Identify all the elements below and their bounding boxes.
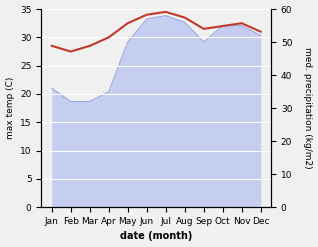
Y-axis label: med. precipitation (kg/m2): med. precipitation (kg/m2) [303,47,313,169]
Y-axis label: max temp (C): max temp (C) [5,77,15,139]
X-axis label: date (month): date (month) [120,231,192,242]
